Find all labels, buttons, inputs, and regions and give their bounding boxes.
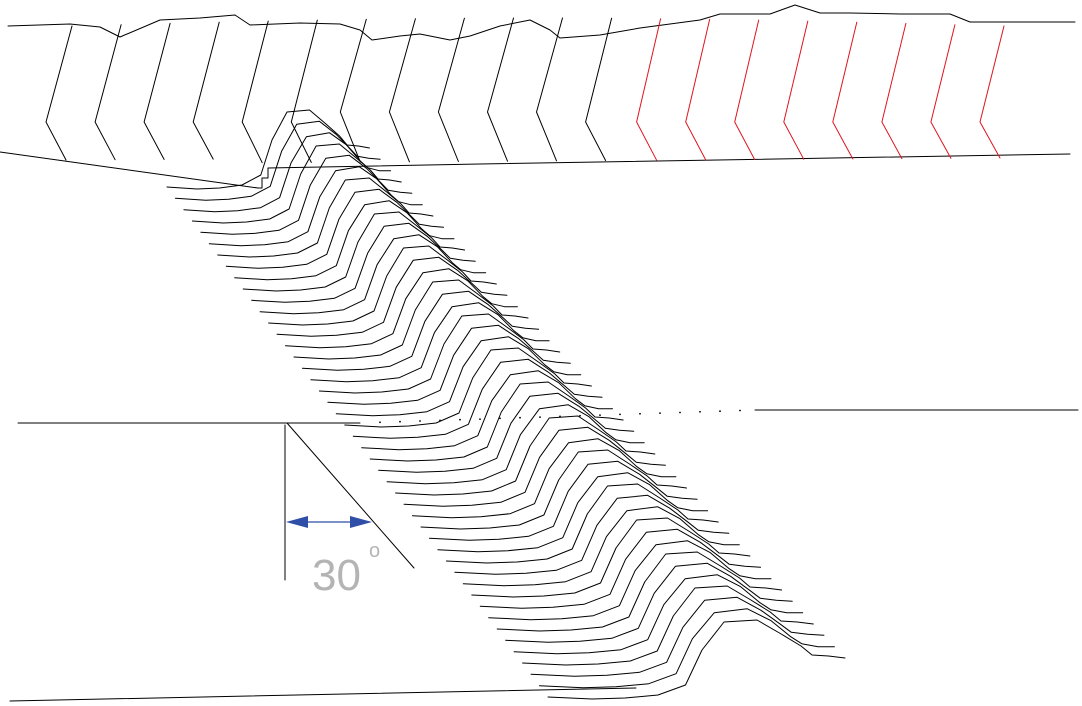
fold-trace (471, 517, 751, 598)
fold-trace (496, 551, 783, 632)
reference-dot (479, 418, 481, 420)
fold-trace (191, 143, 402, 224)
fold-trace (251, 222, 476, 303)
fold-trace (335, 336, 582, 417)
upper-trace (241, 20, 269, 164)
reference-dot (659, 412, 661, 414)
fold-trace (327, 324, 571, 405)
angle-value-label: 30 (312, 551, 361, 600)
reference-dot (679, 411, 681, 414)
fold-trace (344, 347, 592, 428)
fold-trace (513, 574, 804, 655)
upper-trace (388, 18, 416, 163)
fold-trace (420, 449, 687, 530)
upper-trace (45, 25, 73, 161)
reference-dot (399, 420, 401, 423)
upper-trace (143, 22, 171, 160)
reference-dot (459, 418, 461, 421)
fold-trace-group (166, 109, 846, 700)
angle-annotation: 30 o (284, 422, 415, 600)
fold-trace (479, 528, 761, 609)
fold-trace (488, 540, 772, 621)
fold-trace (462, 506, 740, 587)
fold-trace (378, 392, 635, 473)
bottom-base-line (9, 687, 637, 702)
fold-trace (505, 562, 793, 643)
fold-trace (200, 154, 413, 235)
fold-trace (403, 426, 666, 507)
rotated-trace (881, 22, 907, 160)
upper-trace (536, 17, 563, 162)
fold-trace (522, 585, 814, 666)
fold-trace (395, 415, 656, 496)
rotated-trace (783, 20, 809, 160)
reference-dot (419, 420, 421, 422)
fold-trace (225, 188, 444, 269)
fold-trace (539, 608, 835, 689)
upper-trace (585, 17, 613, 161)
fold-trace (310, 302, 550, 383)
dotted-reference-line (379, 409, 741, 424)
fold-trace (268, 245, 497, 326)
fold-trace (276, 256, 508, 337)
fold-trace (352, 358, 603, 439)
fold-trace (547, 619, 846, 700)
reference-dot (599, 414, 601, 416)
rotated-trace (832, 21, 858, 160)
reference-dot (519, 416, 521, 419)
upper-trace (94, 24, 122, 161)
upper-trace (290, 19, 318, 163)
dimension-arrowhead-left (286, 516, 308, 528)
fold-trace (429, 460, 698, 541)
upper-trace (487, 17, 514, 162)
fold-trace (302, 290, 540, 371)
reference-lines (9, 409, 1079, 702)
reference-dot (719, 410, 721, 413)
rotated-trace (930, 24, 956, 159)
reference-dot (539, 416, 541, 418)
fold-trace (175, 120, 381, 201)
fold-trace (217, 177, 434, 258)
reference-dot (699, 410, 701, 413)
upper-trace (437, 17, 465, 162)
fold-trace (259, 234, 487, 315)
fold-trace (445, 483, 719, 564)
upper-trace (192, 21, 220, 160)
upper-base-line (0, 151, 1071, 189)
fold-trace (318, 313, 561, 394)
fold-trace (412, 438, 677, 519)
reference-dot (619, 413, 621, 416)
fold-trace (361, 370, 613, 451)
fold-trace (437, 472, 709, 553)
fold-trace (242, 211, 466, 292)
fold-trace (530, 596, 825, 677)
fold-trace (293, 279, 529, 360)
rotated-trace (734, 19, 760, 161)
reference-dot (499, 417, 501, 420)
reference-dot (579, 414, 581, 417)
dimension-arrowhead-right (350, 516, 372, 528)
reference-dot (379, 421, 381, 424)
rotated-trace (636, 18, 662, 161)
upper-trace (339, 18, 367, 163)
fold-trace (386, 404, 645, 485)
reference-dot (739, 409, 741, 412)
fold-trace (454, 494, 730, 575)
upper-section (0, 4, 1076, 189)
angle-degree-symbol: o (369, 540, 380, 562)
upper-trace-group (45, 17, 1005, 164)
fold-trace (285, 268, 518, 349)
inclined-line (286, 422, 415, 569)
fold-trace (369, 381, 624, 462)
rotated-trace (685, 18, 711, 161)
reference-dot (639, 412, 641, 415)
rotated-trace (979, 25, 1005, 159)
upper-surface-line (7, 4, 1076, 41)
